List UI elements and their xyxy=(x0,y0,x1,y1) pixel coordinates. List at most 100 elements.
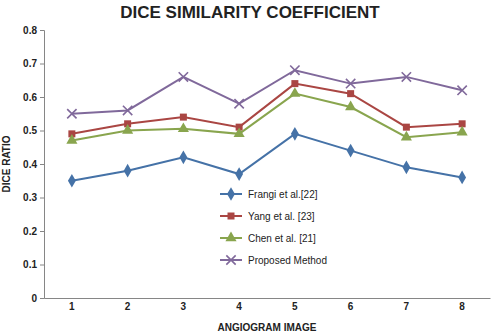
plot-area: 0 0.1 0.2 0.3 0.4 0.5 0.6 0.7 0.8 1 2 3 4 5 6 7 8 xyxy=(23,25,490,312)
legend-entry: Frangi et al.[22] xyxy=(220,187,318,201)
data-point xyxy=(124,164,132,178)
data-point xyxy=(178,122,189,132)
legend-entry: Yang et al. [23] xyxy=(220,211,315,222)
data-point xyxy=(179,150,187,164)
data-point xyxy=(68,174,76,188)
y-axis: 0 0.1 0.2 0.3 0.4 0.5 0.6 0.7 0.8 xyxy=(23,25,44,304)
data-point xyxy=(180,114,187,121)
y-tick-mark xyxy=(40,131,44,132)
y-tick: 0.3 xyxy=(23,192,44,203)
y-tick-label: 0.8 xyxy=(23,25,37,36)
data-point xyxy=(457,126,468,136)
legend-marker xyxy=(227,187,235,201)
data-point xyxy=(234,127,245,137)
legend-marker xyxy=(228,213,235,220)
y-tick: 0.2 xyxy=(23,226,44,237)
x-tick: 4 xyxy=(236,298,242,312)
series xyxy=(66,87,467,144)
x-tick-label: 4 xyxy=(236,301,242,312)
y-tick-mark xyxy=(40,298,44,299)
data-point xyxy=(346,79,355,88)
data-point xyxy=(123,106,132,115)
chart-title: DICE SIMILARITY COEFFICIENT xyxy=(120,3,380,22)
series xyxy=(68,80,465,137)
data-point xyxy=(402,161,410,175)
series-line xyxy=(72,84,462,134)
y-tick-label: 0.2 xyxy=(23,226,37,237)
series xyxy=(68,127,466,188)
y-tick-label: 0.5 xyxy=(23,125,37,136)
series-area xyxy=(66,66,467,188)
data-point xyxy=(235,167,243,181)
x-tick: 2 xyxy=(125,298,131,312)
y-tick-label: 0.1 xyxy=(23,259,37,270)
data-point xyxy=(401,131,412,141)
data-point xyxy=(67,109,76,118)
y-tick-mark xyxy=(40,30,44,31)
y-tick: 0.4 xyxy=(23,159,44,170)
y-tick-label: 0.6 xyxy=(23,92,37,103)
x-axis-line xyxy=(45,298,491,299)
legend-label: Frangi et al.[22] xyxy=(248,189,318,200)
x-tick-label: 8 xyxy=(459,301,465,312)
y-tick-label: 0.7 xyxy=(23,58,37,69)
series xyxy=(67,66,467,119)
data-point xyxy=(291,80,298,87)
x-tick: 5 xyxy=(292,298,298,312)
data-point xyxy=(402,72,411,81)
y-tick-mark xyxy=(40,164,44,165)
data-point xyxy=(122,124,133,134)
y-tick: 0.7 xyxy=(23,58,44,69)
x-tick: 7 xyxy=(404,298,410,312)
y-tick-mark xyxy=(40,265,44,266)
y-tick: 0 xyxy=(31,293,44,304)
y-axis-title: DICE RATIO xyxy=(1,135,12,192)
x-tick-label: 7 xyxy=(404,301,410,312)
chart: 0 0.1 0.2 0.3 0.4 0.5 0.6 0.7 0.8 1 2 3 4 5 6 7 8 DICE SI… xyxy=(0,0,500,335)
data-point xyxy=(403,124,410,131)
y-axis-line xyxy=(40,31,45,299)
y-tick: 0.6 xyxy=(23,92,44,103)
data-point xyxy=(458,171,466,185)
legend-entry: Proposed Method xyxy=(220,255,327,266)
legend-label: Proposed Method xyxy=(248,255,327,266)
data-point xyxy=(289,87,300,97)
legend-marker xyxy=(225,232,236,242)
legend-entry: Chen et al. [21] xyxy=(220,232,316,244)
x-tick-label: 3 xyxy=(181,301,187,312)
legend-label: Chen et al. [21] xyxy=(248,233,316,244)
data-point xyxy=(345,101,356,111)
y-tick-mark xyxy=(40,231,44,232)
legend-marker xyxy=(226,255,235,264)
series-line xyxy=(72,94,462,141)
y-tick-mark xyxy=(40,97,44,98)
x-tick: 1 xyxy=(69,298,75,312)
legend-label: Yang et al. [23] xyxy=(248,211,315,222)
y-tick-mark xyxy=(40,198,44,199)
x-axis: 1 2 3 4 5 6 7 8 xyxy=(45,298,491,312)
data-point xyxy=(347,144,355,158)
x-axis-title: ANGIOGRAM IMAGE xyxy=(218,322,317,333)
x-tick: 8 xyxy=(459,298,465,312)
y-tick-label: 0.3 xyxy=(23,192,37,203)
legend: Frangi et al.[22] Yang et al. [23] Chen et… xyxy=(220,187,327,265)
x-tick: 3 xyxy=(181,298,187,312)
y-tick: 0.8 xyxy=(23,25,44,36)
data-point xyxy=(291,127,299,141)
data-point xyxy=(290,66,299,75)
y-tick: 0.5 xyxy=(23,125,44,136)
y-tick-mark xyxy=(40,64,44,65)
data-point xyxy=(179,72,188,81)
x-tick-label: 2 xyxy=(125,301,131,312)
x-tick-label: 6 xyxy=(348,301,354,312)
x-tick: 6 xyxy=(348,298,354,312)
x-tick-label: 5 xyxy=(292,301,298,312)
series-line xyxy=(72,134,462,181)
data-point xyxy=(234,99,243,108)
y-tick-label: 0.4 xyxy=(23,159,37,170)
data-point xyxy=(457,86,466,95)
y-tick: 0.1 xyxy=(23,259,44,270)
data-point xyxy=(347,90,354,97)
data-point xyxy=(66,134,77,144)
y-tick-label: 0 xyxy=(31,293,37,304)
